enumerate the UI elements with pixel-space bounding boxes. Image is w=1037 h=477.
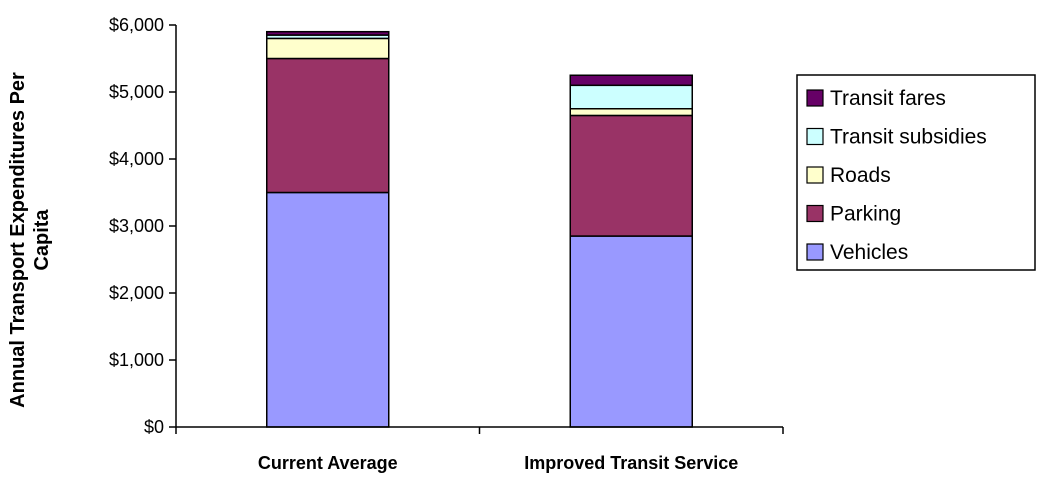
legend-swatch-transit-fares	[806, 89, 824, 107]
legend-label-vehicles: Vehicles	[830, 241, 908, 264]
bar-transit-fares-current-average	[266, 30, 390, 36]
y-tick-label: $2,000	[109, 283, 164, 303]
bar-roads-current-average	[266, 37, 390, 60]
legend-swatch-transit-subsidies	[806, 127, 824, 146]
legend-label-roads: Roads	[830, 164, 891, 187]
plot-area: Current Average Improved Transit Service $…	[109, 15, 784, 473]
x-tick-label: Improved Transit Service	[524, 453, 738, 473]
y-tick-label: $0	[144, 417, 164, 437]
y-tick-label: $6,000	[109, 15, 164, 35]
y-tick-label: $1,000	[109, 350, 164, 370]
legend-swatch-roads	[806, 166, 824, 184]
legend-label-transit-fares: Transit fares	[830, 87, 946, 110]
bar-parking-current-average	[266, 57, 390, 194]
x-tick-label: Current Average	[258, 453, 398, 473]
legend-label-parking: Parking	[830, 203, 901, 226]
y-tick-label: $4,000	[109, 149, 164, 169]
bar-transit-subsidies-improved-transit-service	[569, 84, 693, 110]
bar-parking-improved-transit-service	[569, 114, 693, 237]
bar-roads-improved-transit-service	[569, 108, 693, 117]
y-tick-label: $3,000	[109, 216, 164, 236]
legend-swatch-vehicles	[806, 243, 824, 261]
legend: Transit fares Transit subsidies Roads Parki…	[796, 74, 1036, 271]
y-tick-label: $5,000	[109, 82, 164, 102]
y-axis-title-line-2: Capita	[31, 209, 53, 271]
bar-transit-fares-improved-transit-service	[569, 74, 693, 87]
bar-vehicles-current-average	[266, 191, 390, 428]
legend-box	[796, 74, 1036, 271]
legend-swatch-parking	[806, 204, 824, 223]
legend-label-transit-subsidies: Transit subsidies	[830, 126, 987, 149]
y-axis-title-line-1: Annual Transport Expenditures Per	[7, 72, 29, 408]
bar-vehicles-improved-transit-service	[569, 235, 693, 428]
y-axis-title: Annual Transport Expenditures Per Capita	[7, 72, 53, 408]
